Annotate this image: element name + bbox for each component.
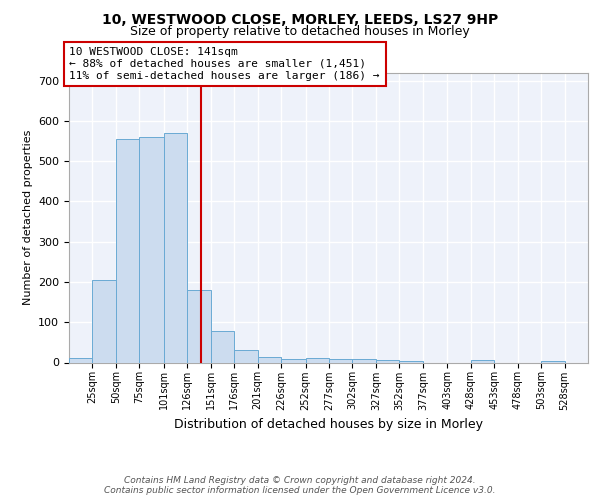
Bar [281, 360, 305, 362]
Text: Contains HM Land Registry data © Crown copyright and database right 2024.
Contai: Contains HM Land Registry data © Crown c… [104, 476, 496, 495]
Text: 10 WESTWOOD CLOSE: 141sqm
← 88% of detached houses are smaller (1,451)
11% of se: 10 WESTWOOD CLOSE: 141sqm ← 88% of detac… [70, 48, 380, 80]
Bar [69, 358, 92, 362]
Bar [400, 361, 423, 362]
Text: Size of property relative to detached houses in Morley: Size of property relative to detached ho… [130, 25, 470, 38]
Bar [470, 360, 494, 362]
Bar [92, 280, 116, 362]
Bar [329, 360, 352, 362]
Text: 10, WESTWOOD CLOSE, MORLEY, LEEDS, LS27 9HP: 10, WESTWOOD CLOSE, MORLEY, LEEDS, LS27 … [102, 12, 498, 26]
Bar [164, 133, 187, 362]
Y-axis label: Number of detached properties: Number of detached properties [23, 130, 32, 305]
Bar [211, 331, 234, 362]
Bar [139, 137, 164, 362]
Bar [187, 290, 211, 362]
Bar [234, 350, 257, 362]
Bar [376, 360, 400, 362]
Bar [305, 358, 329, 362]
X-axis label: Distribution of detached houses by size in Morley: Distribution of detached houses by size … [174, 418, 483, 431]
Bar [116, 139, 139, 362]
Bar [257, 358, 281, 362]
Bar [352, 360, 376, 362]
